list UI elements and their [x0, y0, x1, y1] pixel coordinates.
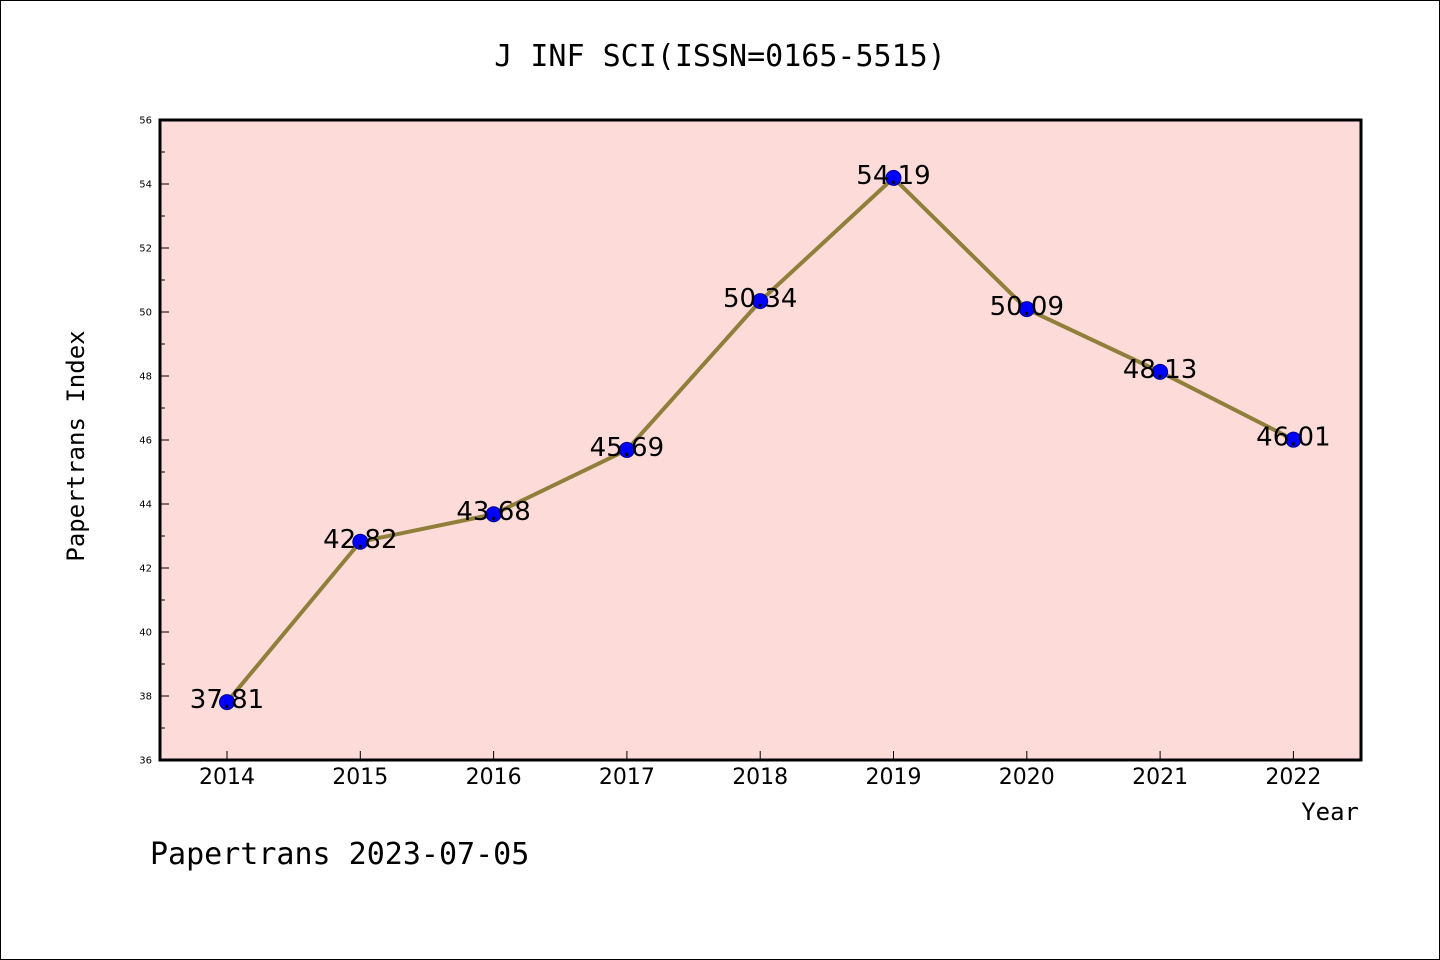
data-point — [618, 441, 635, 458]
data-label: 54.19 — [856, 161, 930, 191]
y-tick-label: 44 — [139, 500, 152, 511]
y-tick-label: 54 — [139, 180, 152, 191]
data-point — [485, 506, 502, 523]
x-tick-label: 2021 — [1132, 765, 1188, 790]
data-point — [1152, 363, 1169, 380]
y-tick-label: 42 — [139, 564, 152, 575]
data-label: 37.81 — [190, 685, 264, 715]
x-tick-label: 2017 — [599, 765, 655, 790]
data-point — [752, 293, 769, 310]
x-tick-label: 2014 — [199, 765, 255, 790]
data-point — [1018, 301, 1035, 318]
y-tick-label: 48 — [139, 372, 152, 383]
y-tick-label: 56 — [139, 116, 152, 127]
data-label: 50.34 — [723, 284, 797, 314]
x-tick-label: 2019 — [866, 765, 922, 790]
y-axis: 36 38 40 42 44 46 48 50 52 54 56 — [139, 116, 169, 767]
data-point — [885, 169, 902, 186]
x-tick-label: 2020 — [999, 765, 1055, 790]
series-line-group: 37.81 42.82 43.68 45.69 50.34 54.19 50.09 48.13… — [190, 161, 1331, 715]
data-label: 42.82 — [323, 525, 397, 555]
data-label: 48.13 — [1123, 355, 1197, 385]
x-tick-label: 2018 — [732, 765, 788, 790]
data-point — [219, 694, 235, 711]
plot-area — [158, 118, 1363, 762]
y-tick-label: 52 — [139, 244, 152, 255]
y-tick-label: 40 — [139, 628, 152, 639]
data-label: 45.69 — [590, 433, 664, 463]
x-tick-label: 2016 — [466, 765, 522, 790]
data-point — [1285, 431, 1302, 448]
data-label: 46.01 — [1256, 423, 1330, 453]
x-axis-label: Year — [1301, 798, 1359, 826]
y-tick-label: 46 — [139, 436, 152, 447]
y-tick-label: 50 — [139, 308, 152, 319]
data-label: 50.09 — [990, 292, 1064, 322]
y-tick-label: 38 — [139, 692, 152, 703]
x-axis: 2014 2015 2016 2017 2018 2019 2020 2021 2022 — [199, 751, 1321, 790]
chart-title: J INF SCI(ISSN=0165-5515) — [494, 39, 946, 74]
y-axis-label: Papertrans Index — [62, 330, 90, 561]
y-tick-label: 36 — [139, 756, 152, 767]
footer-text: Papertrans 2023-07-05 — [150, 837, 529, 872]
data-label: 43.68 — [456, 497, 530, 527]
x-tick-label: 2022 — [1265, 765, 1321, 790]
data-point — [352, 533, 369, 550]
x-tick-label: 2015 — [332, 765, 388, 790]
